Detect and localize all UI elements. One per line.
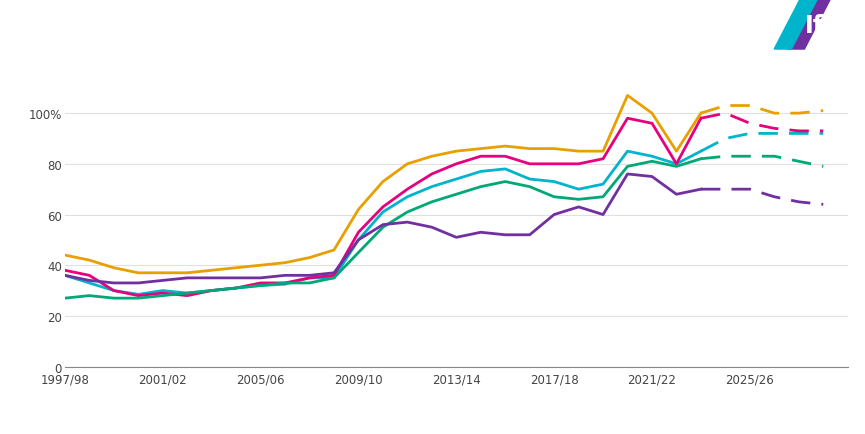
- Text: Public sector balance sheet measures (% of GDP), 1997/98 to 2028/29: Public sector balance sheet measures (% …: [13, 17, 593, 33]
- Polygon shape: [787, 0, 830, 50]
- Text: IfG: IfG: [804, 14, 843, 38]
- Legend: PSND Ex, PSND, PSNFL, PSNW (inverted), GGGD: PSND Ex, PSND, PSNFL, PSNW (inverted), G…: [234, 428, 679, 434]
- Polygon shape: [774, 0, 817, 50]
